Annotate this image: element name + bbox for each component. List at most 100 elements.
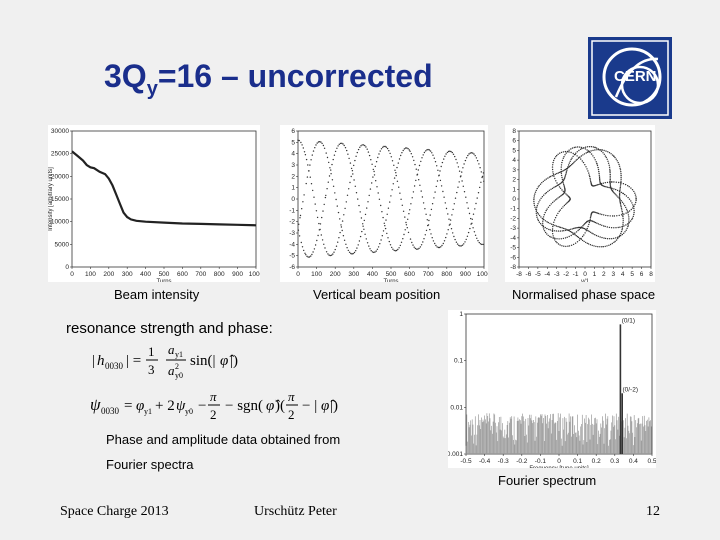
position-point (413, 185, 416, 187)
position-point (432, 240, 435, 242)
x-tick-label: 300 (348, 271, 359, 278)
slide-title: 3Qy=16 – uncorrected (104, 58, 433, 100)
phase-point (549, 204, 551, 207)
position-point (382, 216, 384, 219)
position-point (466, 235, 469, 237)
position-point (417, 169, 419, 171)
position-point (339, 142, 342, 145)
phase-point (606, 226, 608, 228)
position-point (440, 165, 442, 168)
phase-point (613, 241, 615, 244)
phase-point (595, 161, 597, 163)
phase-point (568, 149, 570, 151)
phase-point (597, 212, 600, 215)
phase-point (565, 172, 567, 174)
phase-point (591, 220, 593, 222)
phase-point (622, 225, 624, 227)
peak-label: (0/-2) (622, 386, 638, 393)
phase-note-line1: Phase and amplitude data obtained from (106, 432, 341, 447)
phase-point (573, 233, 575, 235)
phase-point (589, 151, 591, 154)
x-axis-label: Turns (156, 279, 171, 282)
x-tick-label: 0.2 (592, 458, 601, 465)
phase-point (538, 201, 540, 203)
position-point (462, 185, 464, 187)
position-point (480, 181, 482, 183)
phase-point (616, 195, 618, 197)
position-point (436, 246, 438, 248)
phase-point (601, 224, 603, 226)
position-point (434, 242, 436, 245)
phase-point (552, 225, 554, 228)
phase-point (535, 210, 538, 212)
position-point (458, 244, 460, 247)
phase-point (635, 199, 637, 202)
position-point (398, 247, 400, 249)
phase-point (568, 165, 571, 168)
position-point (389, 201, 391, 203)
y-tick-label: -5 (289, 253, 295, 260)
position-point (347, 249, 349, 252)
phase-point (535, 212, 537, 214)
position-point (321, 239, 324, 241)
position-point (308, 170, 310, 172)
phase-point (557, 212, 559, 215)
phase-point (598, 172, 600, 175)
phase-point (594, 149, 596, 151)
phase-point (609, 215, 611, 217)
position-point (418, 179, 420, 181)
phase-point (621, 229, 623, 231)
phase-point (571, 147, 574, 149)
phase-point (556, 184, 559, 187)
position-point (354, 159, 356, 162)
phase-point (624, 231, 626, 233)
phase-point (570, 151, 572, 154)
phase-point (563, 230, 565, 232)
x-tick-label: 2 (602, 271, 606, 278)
phase-point (533, 200, 535, 203)
phase-point (567, 229, 570, 232)
phase-point (577, 146, 579, 148)
phase-point (614, 156, 616, 159)
position-point (482, 172, 485, 174)
phase-point (549, 229, 551, 231)
position-point (301, 208, 303, 210)
position-point (327, 181, 329, 183)
position-point (341, 142, 343, 144)
position-point (470, 217, 472, 220)
phase-point (535, 189, 537, 192)
x-tick-label: 1000 (249, 271, 260, 278)
phase-point (623, 213, 625, 215)
position-point (443, 158, 445, 160)
phase-point (558, 186, 561, 188)
phase-point (554, 217, 557, 219)
phase-point (585, 221, 588, 223)
svg-text:+ 2: + 2 (155, 398, 175, 414)
position-point (406, 147, 408, 149)
position-point (436, 180, 439, 182)
beam-intensity-caption: Beam intensity (114, 287, 200, 302)
phase-point (625, 195, 628, 197)
position-point (429, 214, 431, 216)
phase-point (575, 146, 577, 148)
svg-text:1: 1 (148, 344, 155, 359)
x-tick-label: -4 (544, 271, 550, 278)
position-point (434, 191, 436, 193)
position-point (461, 171, 463, 173)
x-tick-label: 6 (640, 271, 644, 278)
position-point (426, 149, 428, 151)
x-axis-label: Turns (383, 279, 398, 282)
phase-point (567, 245, 569, 247)
position-point (387, 207, 390, 209)
phase-point (585, 152, 587, 154)
phase-point (555, 185, 558, 187)
position-point (339, 231, 341, 234)
phase-point (620, 214, 623, 216)
phase-point (576, 235, 579, 238)
position-point (395, 174, 397, 177)
x-tick-label: 800 (441, 271, 452, 278)
phase-point (561, 178, 564, 181)
position-point (365, 146, 367, 148)
position-point (359, 235, 362, 238)
position-point (414, 163, 416, 166)
